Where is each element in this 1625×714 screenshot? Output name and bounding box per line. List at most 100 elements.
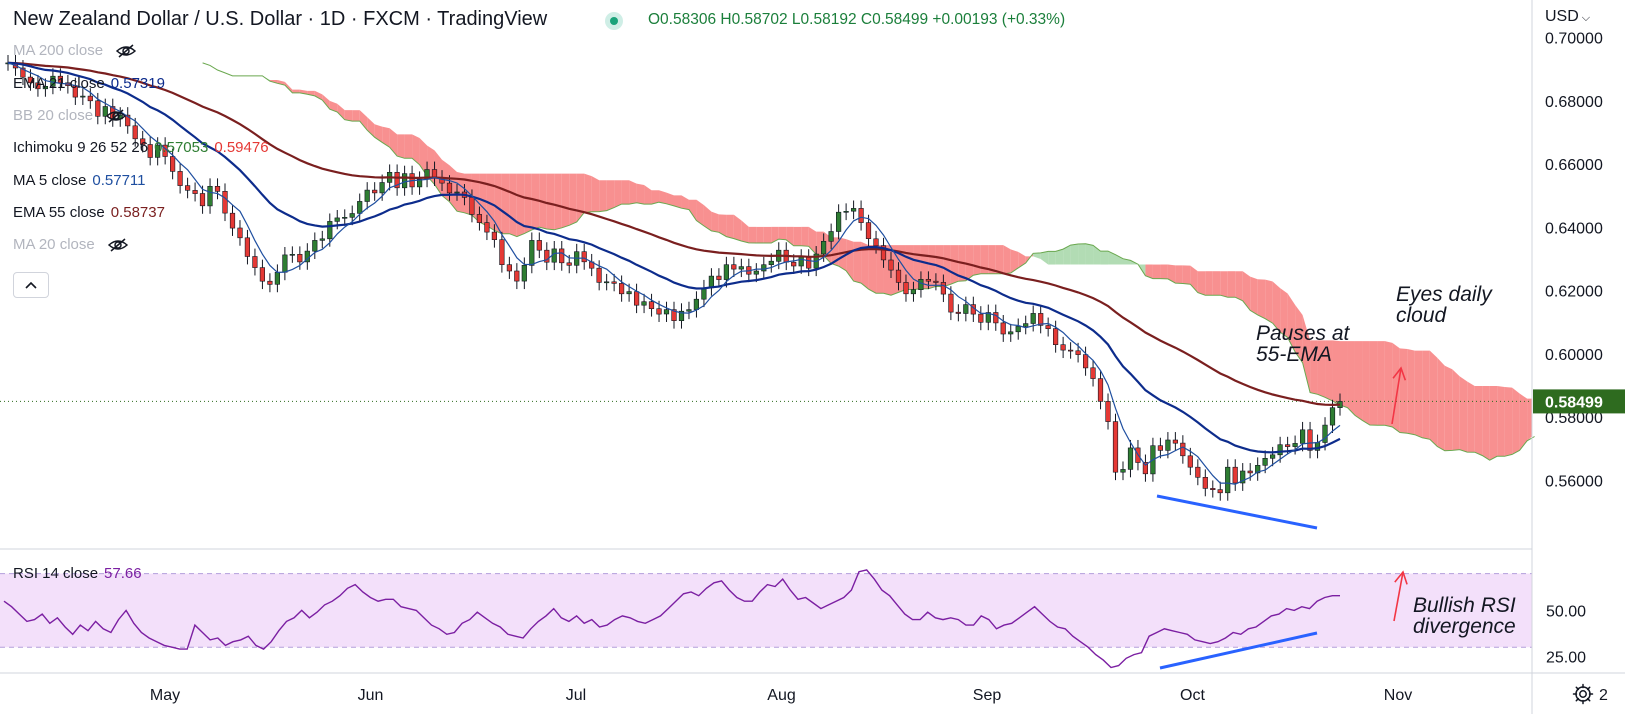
cloud-segment [853, 241, 862, 284]
cloud-segment [606, 180, 615, 211]
price-arrow [1391, 367, 1402, 425]
chevron-down-icon: ⌵ [1581, 12, 1591, 24]
cloud-segment [1287, 293, 1296, 352]
legend-ma200[interactable]: MA 200 close [13, 42, 137, 60]
candle-down [880, 245, 887, 261]
cloud-segment [621, 180, 630, 205]
annotation-bullish-line2: divergence [1413, 615, 1516, 638]
annotation-pauses-line1: Pauses at [1256, 322, 1350, 345]
cloud-segment [1512, 387, 1520, 455]
candle-down [1083, 354, 1089, 369]
annotation-bullish-rsi[interactable]: Bullish RSI divergence [1413, 595, 1516, 637]
legend-ema21[interactable]: EMA 21 close 0.57319 [13, 75, 165, 93]
cloud-segment [359, 110, 368, 131]
legend-ma20[interactable]: MA 20 close [13, 236, 129, 254]
cloud-segment [1242, 271, 1251, 311]
candle-down [1038, 313, 1044, 326]
candle-up [529, 240, 535, 266]
eye-crossed-icon[interactable] [105, 108, 127, 124]
candle-down [1157, 445, 1163, 451]
candle-down [671, 309, 677, 322]
time-tick-label: Jul [566, 687, 586, 704]
annotation-eyes-cloud[interactable]: Eyes daily cloud [1396, 284, 1492, 326]
legend-ma20-label: MA 20 close [13, 236, 95, 253]
annotation-pauses[interactable]: Pauses at 55-EMA [1256, 323, 1349, 365]
ema55-line [7, 61, 1341, 407]
legend-rsi[interactable]: RSI 14 close 57.66 [13, 565, 142, 583]
cloud-segment [1048, 251, 1056, 265]
legend-ema55[interactable]: EMA 55 close 0.58737 [13, 204, 165, 222]
candle-down [1285, 444, 1291, 447]
cloud-segment [703, 205, 712, 231]
legend-collapse-button[interactable] [13, 272, 49, 298]
candle-down [618, 283, 625, 295]
cloud-segment [659, 190, 667, 204]
eye-crossed-icon[interactable] [107, 237, 129, 253]
currency-selector[interactable]: USD ⌵ [1545, 8, 1590, 26]
cloud-segment [1003, 245, 1011, 274]
candle-down [394, 172, 400, 189]
cloud-segment [748, 226, 757, 244]
candle-down [27, 76, 34, 84]
candle-up [626, 291, 632, 295]
cloud-segment [1197, 271, 1206, 296]
candle-down [1068, 349, 1074, 352]
time-tick-label: Oct [1180, 687, 1205, 704]
cloud-segment [741, 220, 749, 243]
candle-down [993, 312, 999, 324]
cloud-segment [1108, 251, 1116, 265]
legend-ma200-label: MA 200 close [13, 42, 104, 59]
candle-up [379, 182, 385, 194]
cloud-segment [412, 134, 420, 165]
candle-up [282, 254, 288, 273]
cloud-segment [1220, 271, 1228, 298]
candle-up [963, 304, 969, 314]
legend-ema21-value: 0.57319 [110, 75, 165, 92]
candle-down [1075, 350, 1081, 355]
candle-down [656, 308, 662, 315]
rsi-divergence-line [1159, 631, 1318, 670]
candle-down [499, 239, 505, 265]
cloud-segment [1332, 340, 1340, 406]
candle-down [514, 270, 520, 282]
cloud-segment [1302, 315, 1311, 393]
candle-up [1300, 429, 1306, 444]
cloud-segment [1362, 341, 1370, 426]
cloud-segment [1444, 365, 1453, 451]
candle-down [566, 262, 572, 266]
candle-down [87, 95, 93, 102]
candle-down [229, 212, 236, 229]
legend-ichimoku[interactable]: Ichimoku 9 26 52 26 0.57053 0.59476 [13, 139, 269, 157]
candle-down [185, 185, 191, 191]
gear-icon[interactable] [1571, 682, 1595, 706]
candle-down [252, 256, 258, 268]
cloud-segment [1527, 398, 1532, 441]
cloud-segment [778, 226, 787, 240]
price-tick-label: 0.56000 [1545, 473, 1603, 490]
legend-bb20[interactable]: BB 20 close [13, 107, 127, 125]
cloud-segment [284, 81, 293, 93]
candle-down [895, 269, 902, 283]
cloud-segment [569, 173, 577, 226]
eye-crossed-icon[interactable] [115, 43, 137, 59]
cloud-segment [973, 245, 981, 276]
cloud-segment [995, 245, 1004, 274]
candle-down [731, 264, 737, 270]
candle-up [761, 264, 767, 272]
candle-up [738, 266, 744, 270]
legend-rsi-value: 57.66 [104, 565, 142, 582]
cloud-segment [793, 226, 802, 246]
cloud-segment [584, 173, 592, 213]
cloud-segment [688, 199, 697, 221]
candle-up [910, 289, 916, 295]
legend-ma5[interactable]: MA 5 close 0.57711 [13, 172, 145, 190]
candle-down [806, 256, 812, 269]
candle-up [1120, 469, 1126, 473]
candle-up [843, 211, 849, 213]
annotation-eyes-cloud-line2: cloud [1396, 304, 1447, 327]
cloud-segment [486, 173, 495, 231]
candlestick-series [5, 54, 1343, 501]
candle-down [865, 222, 872, 240]
candle-down [140, 138, 146, 145]
